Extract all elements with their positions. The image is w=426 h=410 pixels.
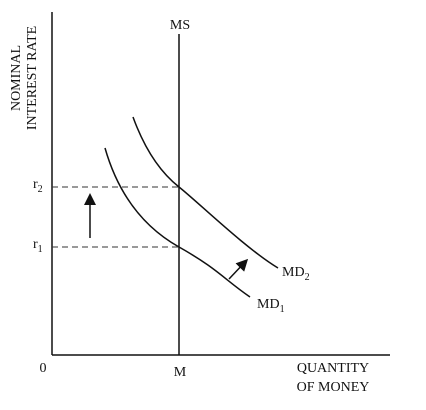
x-axis-label: QUANTITY — [297, 361, 369, 376]
r2-label: r2 — [33, 177, 43, 195]
md1-curve — [104, 147, 251, 298]
md1-label: MD1 — [257, 297, 285, 315]
shift-arrow — [228, 258, 249, 280]
md2-label: MD2 — [282, 265, 310, 283]
y-axis-label: NOMINAL — [9, 45, 24, 111]
r1-label: r1 — [33, 237, 43, 255]
origin-label: 0 — [40, 361, 47, 376]
y-axis-label: INTEREST RATE — [25, 26, 40, 130]
money-supply-label: MS — [170, 18, 190, 33]
x-axis-label: OF MONEY — [297, 380, 370, 395]
md2-curve — [132, 116, 279, 269]
quantity-label: M — [174, 365, 187, 380]
